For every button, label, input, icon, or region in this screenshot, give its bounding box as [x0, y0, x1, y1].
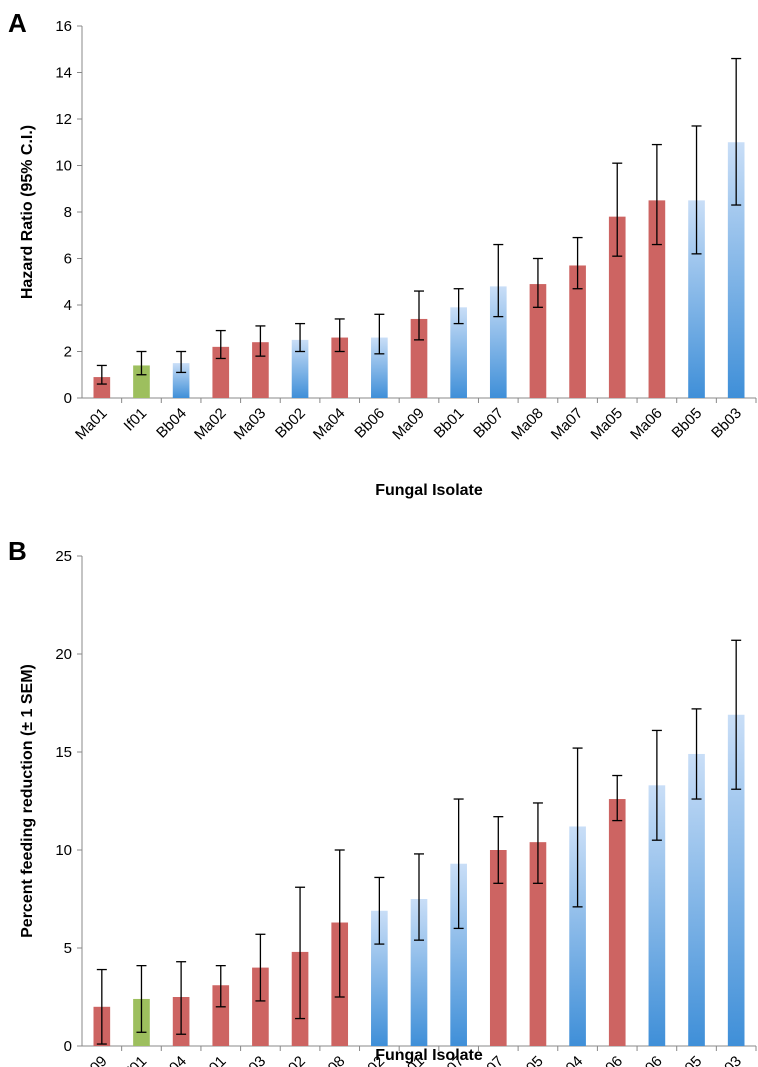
bar-bb07: [489, 286, 507, 398]
x-tick-label-ma02: Ma02: [270, 1053, 309, 1067]
panel-letter-b: B: [8, 536, 27, 566]
x-tick-label-bb04: Bb04: [153, 405, 190, 442]
bar-bb05: [688, 200, 705, 398]
y-tick-label: 14: [55, 65, 72, 82]
bar-bb03: [727, 714, 745, 1046]
bar-ma06: [608, 799, 626, 1046]
x-tick-label-ma03: Ma03: [231, 405, 270, 444]
bar-bb04: [569, 826, 586, 1046]
x-tick-label-bb04: Bb04: [550, 1053, 587, 1067]
bar-ma01: [212, 985, 230, 1046]
bar-ma03: [252, 967, 269, 1046]
bar-ma07: [489, 850, 507, 1046]
y-tick-label: 2: [64, 344, 72, 361]
y-tick-label: 16: [55, 18, 72, 35]
x-tick-label-bb03: Bb03: [708, 1053, 745, 1067]
y-tick-label: 0: [64, 1038, 72, 1055]
x-tick-label-if01: If01: [121, 405, 151, 435]
y-tick-label: 6: [64, 251, 72, 268]
x-tick-label-bb03: Bb03: [708, 405, 745, 442]
x-tick-label-ma09: Ma09: [389, 405, 428, 444]
bar-ma01: [93, 377, 111, 398]
x-axis-title: Fungal Isolate: [375, 1047, 483, 1064]
x-tick-label-bb06: Bb06: [351, 405, 388, 442]
bar-ma04: [331, 337, 349, 398]
chart-b: B 0 5 10 15 20 25 Ma09 If01Ma04Ma01Ma03Ma02Ma08…: [8, 536, 757, 1067]
x-tick-label-ma09: Ma09: [72, 1053, 111, 1067]
x-tick-label-bb07: Bb07: [470, 405, 507, 442]
bar-ma02: [212, 346, 230, 398]
bar-bb01: [410, 899, 428, 1046]
panel-b: B 0 5 10 15 20 25 Ma09 If01Ma04Ma01Ma03Ma02Ma08…: [0, 530, 758, 1067]
y-axis-title: Hazard Ratio (95% C.I.): [19, 125, 36, 299]
x-axis-title: Fungal Isolate: [375, 482, 483, 499]
bar-bb07: [450, 863, 467, 1046]
x-tick-label-ma07: Ma07: [548, 405, 587, 444]
x-tick-label-ma08: Ma08: [508, 405, 547, 444]
x-tick-label-ma04: Ma04: [310, 405, 349, 444]
bar-bb06: [371, 337, 388, 398]
y-tick-label: 15: [55, 744, 72, 761]
y-tick-label: 4: [64, 297, 72, 314]
bar-ma05: [529, 842, 547, 1046]
x-tick-label-bb01: Bb01: [431, 405, 468, 442]
bar-bb01: [450, 307, 467, 398]
bar-ma05: [608, 216, 626, 398]
bar-ma08: [529, 284, 547, 398]
x-tick-label-ma05: Ma05: [508, 1053, 547, 1067]
bar-ma07: [569, 265, 586, 398]
x-tick-label-ma02: Ma02: [191, 405, 230, 444]
panel-letter-a: A: [8, 8, 27, 38]
x-tick-label-bb06: Bb06: [629, 1053, 666, 1067]
x-tick-label-ma04: Ma04: [151, 1053, 190, 1067]
x-tick-label-bb05: Bb05: [669, 405, 706, 442]
bar-bb02: [291, 339, 309, 398]
x-tick-label-ma03: Ma03: [231, 1053, 270, 1067]
x-tick-label-bb05: Bb05: [669, 1053, 706, 1067]
x-tick-label-ma06: Ma06: [588, 1053, 627, 1067]
bar-bb03: [727, 142, 745, 398]
y-tick-label: 20: [55, 646, 72, 663]
y-tick-label: 10: [55, 842, 72, 859]
y-tick-label: 12: [55, 111, 72, 128]
y-axis-title: Percent feeding reduction (± 1 SEM): [19, 664, 36, 938]
bar-ma09: [410, 318, 428, 398]
y-tick-label: 5: [64, 940, 72, 957]
bar-bb06: [648, 785, 666, 1046]
y-tick-label: 25: [55, 548, 72, 565]
bar-if01: [133, 365, 150, 398]
y-tick-label: 8: [64, 204, 72, 221]
x-tick-label-if01: If01: [121, 1053, 151, 1067]
panel-a: A 0 2 4 6 8 10 12 14 16 Ma01 If01 Bb04 Ma02 Ma03 Bb02 M…: [0, 0, 758, 520]
bar-bb05: [688, 753, 705, 1046]
x-tick-label-ma01: Ma01: [191, 1053, 230, 1067]
x-tick-label-ma08: Ma08: [310, 1053, 349, 1067]
x-tick-label-ma01: Ma01: [72, 405, 111, 444]
y-tick-label: 0: [64, 390, 72, 407]
x-tick-label-bb02: Bb02: [272, 405, 309, 442]
y-tick-label: 10: [55, 158, 72, 175]
x-tick-label-ma05: Ma05: [588, 405, 627, 444]
x-tick-label-ma06: Ma06: [627, 405, 666, 444]
bar-ma06: [648, 200, 666, 398]
